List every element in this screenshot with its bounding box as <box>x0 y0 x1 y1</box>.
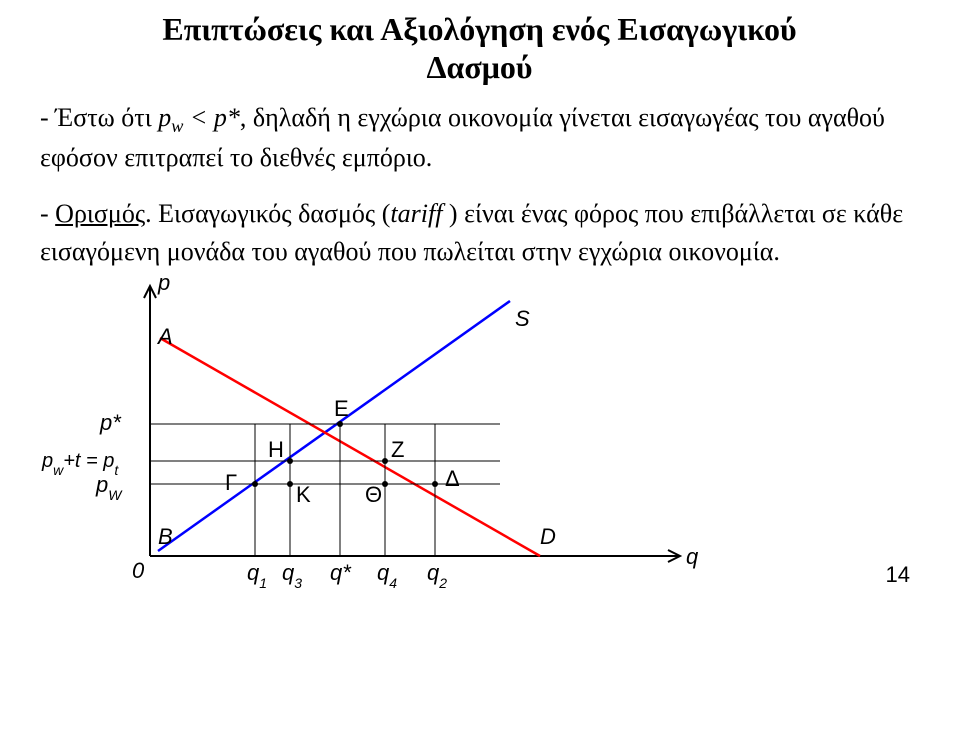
p2-paren-close: ) <box>449 199 464 228</box>
p2-term-italic: tariff <box>390 199 449 228</box>
svg-text:q3: q3 <box>282 560 302 591</box>
svg-text:q: q <box>686 544 699 569</box>
svg-text:Κ: Κ <box>296 482 311 507</box>
p2-term: Εισαγωγικός δασμός <box>158 199 375 228</box>
page-number: 14 <box>886 562 910 588</box>
svg-text:q1: q1 <box>247 560 267 591</box>
svg-text:Ε: Ε <box>334 396 349 421</box>
svg-text:0: 0 <box>132 558 145 583</box>
p2-pre: - <box>40 199 55 228</box>
p1-mid: < <box>183 103 214 132</box>
svg-text:Δ: Δ <box>445 466 460 491</box>
svg-text:S: S <box>515 306 530 331</box>
title-line-2: Δασμού <box>426 49 532 85</box>
p1-pstar: p* <box>214 103 240 132</box>
svg-text:Γ: Γ <box>225 470 237 495</box>
svg-text:Ζ: Ζ <box>391 437 404 462</box>
svg-text:Θ: Θ <box>365 482 382 507</box>
svg-text:D: D <box>540 524 556 549</box>
paragraph-1: - Έστω ότι pw < p*, δηλαδή η εγχώρια οικ… <box>40 99 919 177</box>
svg-text:pW: pW <box>95 472 123 503</box>
p2-paren-open: ( <box>375 199 390 228</box>
paragraph-2: - Ορισμός. Εισαγωγικός δασμός (tariff ) … <box>40 195 919 270</box>
tariff-chart: pASDB0qp*pw+t = ptpWΕΗΖΓΚΘΔq1q3q*q4q2 14 <box>40 266 840 596</box>
p2-after-label: . <box>145 199 158 228</box>
svg-text:q2: q2 <box>427 560 447 591</box>
definition-label: Ορισμός <box>55 199 145 228</box>
svg-text:B: B <box>158 524 173 549</box>
svg-text:p*: p* <box>99 410 122 435</box>
page-title: Επιπτώσεις και Αξιολόγηση ενός Εισαγωγικ… <box>40 10 919 87</box>
svg-text:q4: q4 <box>377 560 397 591</box>
p1-pw-sub: w <box>171 116 183 136</box>
p1-pw: p <box>158 103 171 132</box>
p1-pre: - Έστω ότι <box>40 103 158 132</box>
svg-text:Η: Η <box>268 437 284 462</box>
title-line-1: Επιπτώσεις και Αξιολόγηση ενός Εισαγωγικ… <box>162 11 796 47</box>
svg-text:A: A <box>156 324 173 349</box>
svg-text:q*: q* <box>330 560 352 585</box>
svg-text:p: p <box>157 270 170 295</box>
